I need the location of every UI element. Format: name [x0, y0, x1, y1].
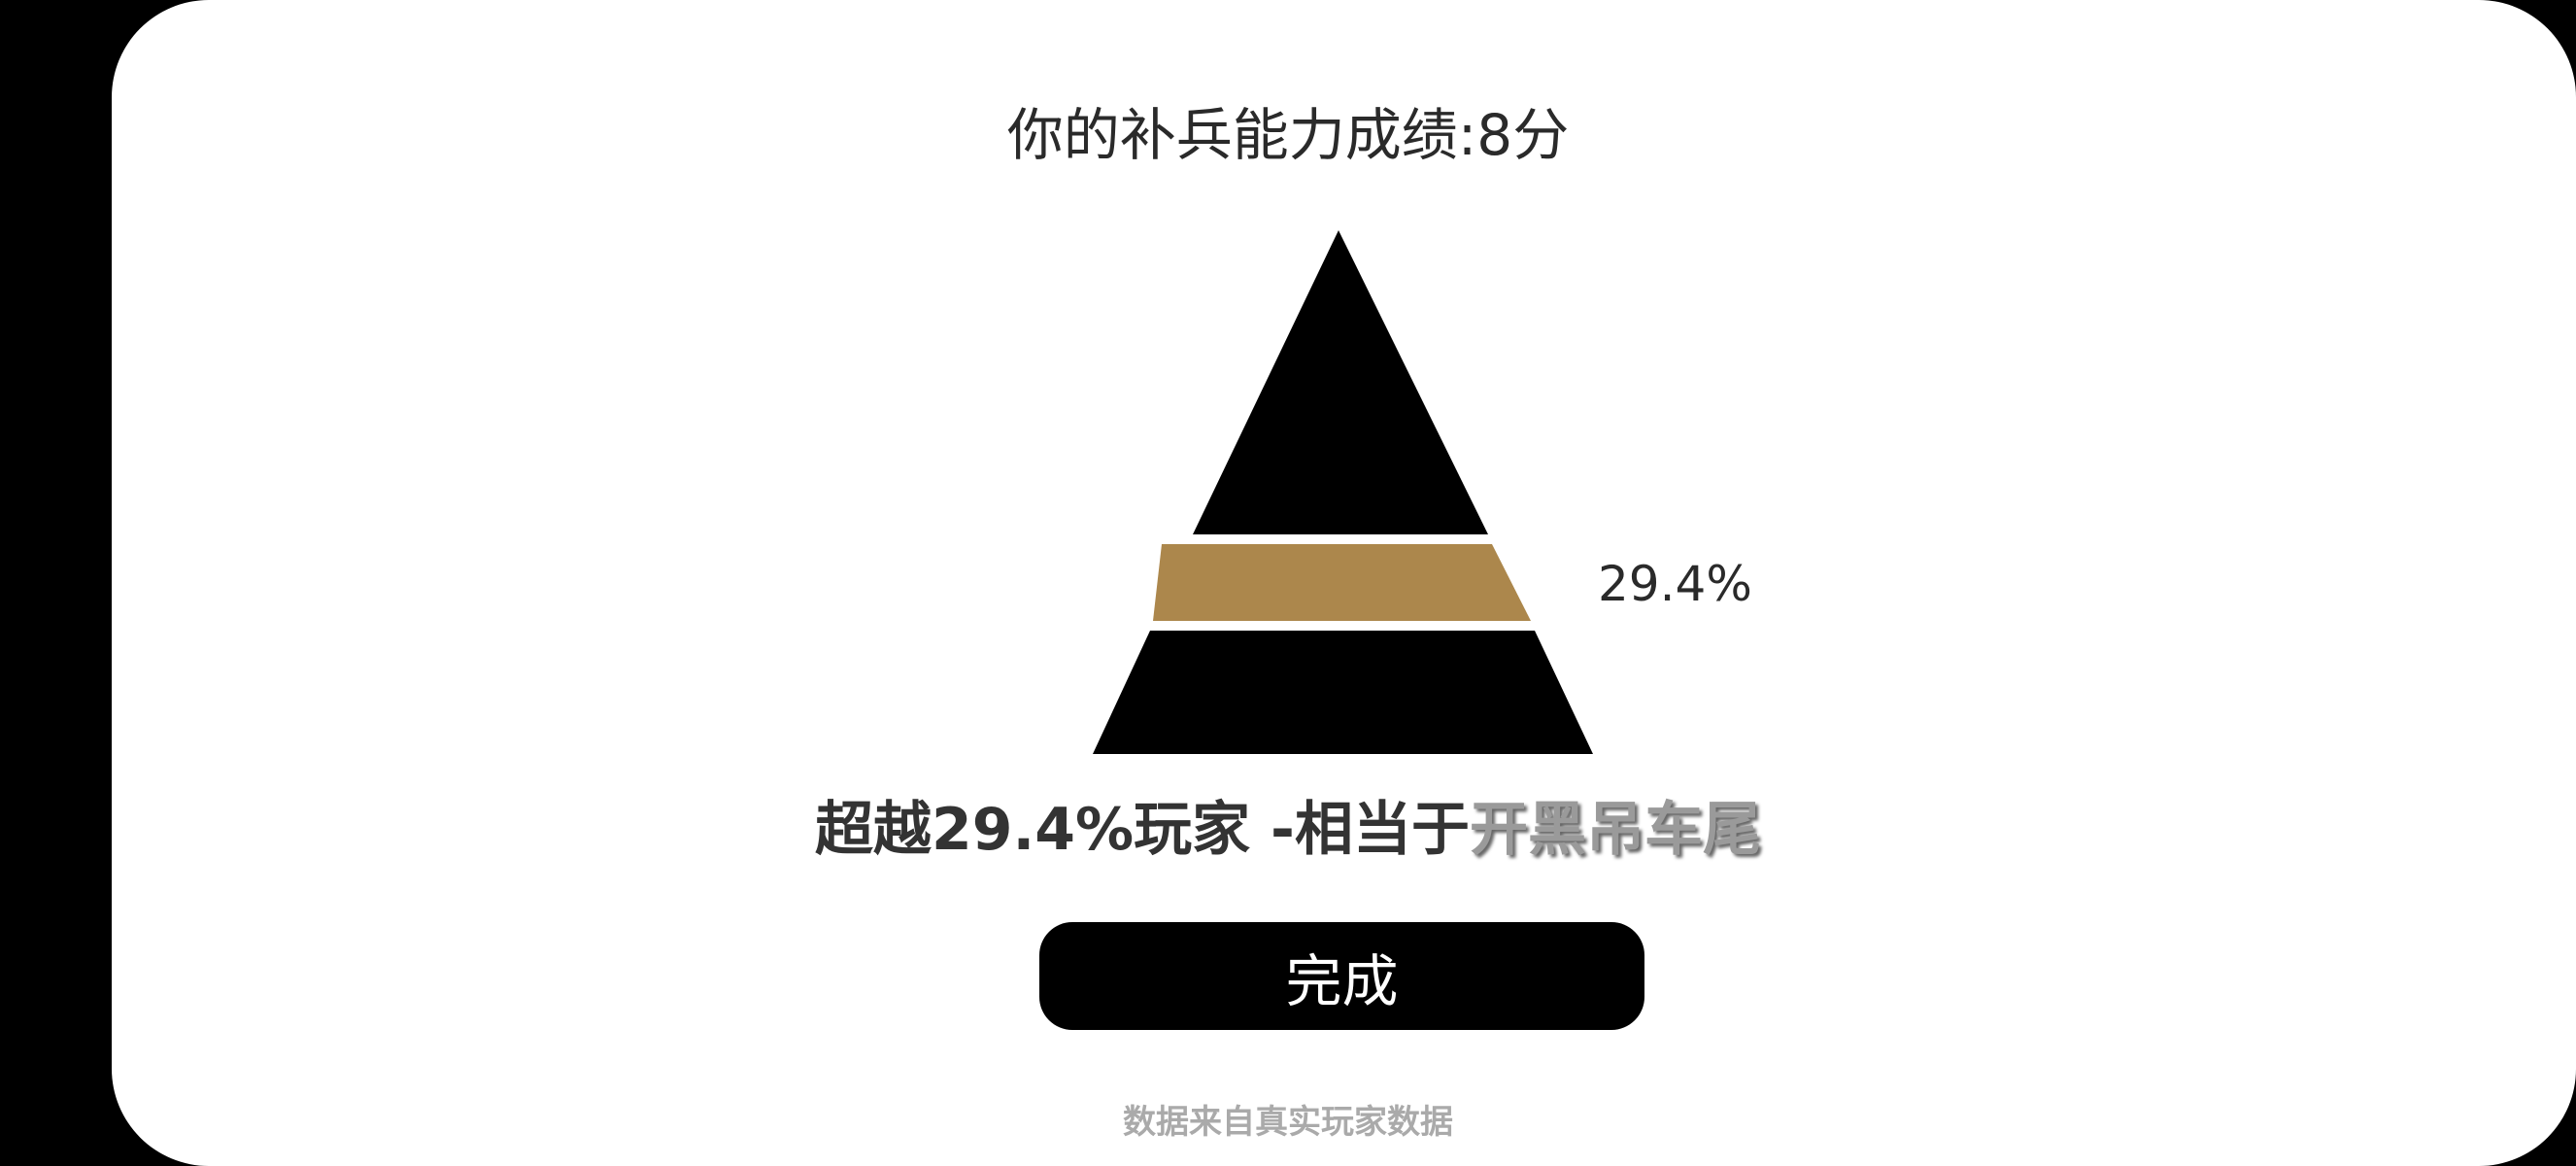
summary-prefix: 超越29.4%玩家 -相当于 [815, 796, 1470, 864]
rank-name: 开黑吊车尾 [1469, 796, 1761, 864]
data-source-note: 数据来自真实玩家数据 [1123, 1103, 1453, 1142]
done-button-label: 完成 [1285, 947, 1399, 1014]
pyramid-middle-tier-highlighted [1153, 544, 1531, 621]
done-button[interactable]: 完成 [1039, 922, 1644, 1030]
pyramid-top-tier [1193, 230, 1488, 534]
pyramid-bottom-tier [1093, 631, 1593, 754]
score-title: 你的补兵能力成绩:8分 [1006, 102, 1570, 168]
summary-text: 超越29.4%玩家 -相当于开黑吊车尾 [0, 782, 2576, 867]
percentile-label: 29.4% [1598, 556, 1752, 612]
